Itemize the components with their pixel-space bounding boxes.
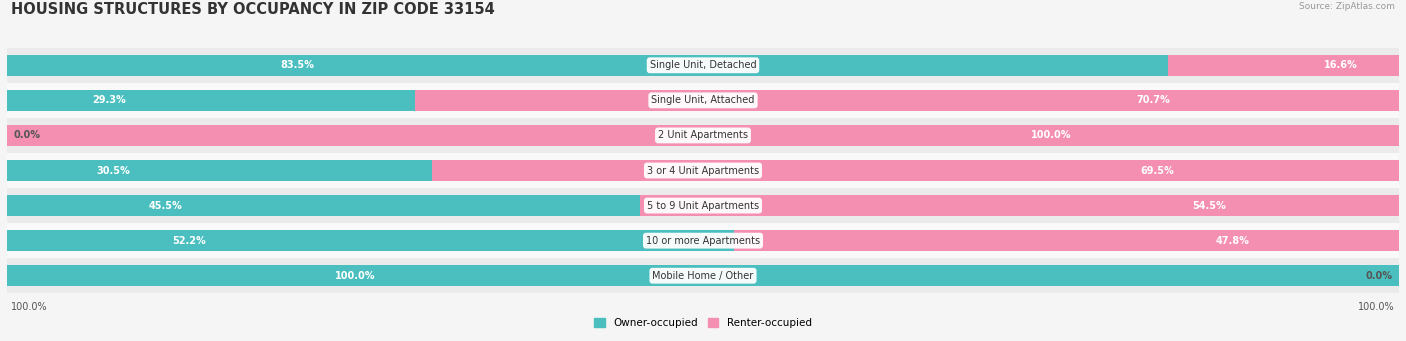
Bar <box>640 195 1399 216</box>
Bar <box>7 125 1399 146</box>
Text: 52.2%: 52.2% <box>172 236 205 246</box>
Bar <box>7 90 415 111</box>
Bar <box>7 265 1399 286</box>
Bar <box>7 55 1170 76</box>
Bar <box>7 223 1399 258</box>
Text: 3 or 4 Unit Apartments: 3 or 4 Unit Apartments <box>647 165 759 176</box>
Bar <box>7 83 1399 118</box>
Text: 0.0%: 0.0% <box>1365 271 1392 281</box>
Text: 0.0%: 0.0% <box>14 130 41 140</box>
Text: 29.3%: 29.3% <box>93 95 127 105</box>
Bar <box>7 258 1399 293</box>
Text: 16.6%: 16.6% <box>1324 60 1358 70</box>
Text: Source: ZipAtlas.com: Source: ZipAtlas.com <box>1299 2 1395 11</box>
Text: 30.5%: 30.5% <box>96 165 129 176</box>
Bar <box>7 48 1399 83</box>
Bar <box>734 230 1399 251</box>
Text: 54.5%: 54.5% <box>1192 201 1226 211</box>
Text: 10 or more Apartments: 10 or more Apartments <box>645 236 761 246</box>
Text: 70.7%: 70.7% <box>1136 95 1170 105</box>
Text: 100.0%: 100.0% <box>335 271 375 281</box>
Text: 45.5%: 45.5% <box>149 201 183 211</box>
Legend: Owner-occupied, Renter-occupied: Owner-occupied, Renter-occupied <box>591 314 815 332</box>
Bar <box>7 118 1399 153</box>
Text: HOUSING STRUCTURES BY OCCUPANCY IN ZIP CODE 33154: HOUSING STRUCTURES BY OCCUPANCY IN ZIP C… <box>11 2 495 17</box>
Text: Single Unit, Attached: Single Unit, Attached <box>651 95 755 105</box>
Bar <box>1168 55 1399 76</box>
Bar <box>7 195 640 216</box>
Bar <box>7 160 432 181</box>
Text: 47.8%: 47.8% <box>1216 236 1250 246</box>
Text: 5 to 9 Unit Apartments: 5 to 9 Unit Apartments <box>647 201 759 211</box>
Bar <box>7 230 734 251</box>
Text: Mobile Home / Other: Mobile Home / Other <box>652 271 754 281</box>
Bar <box>7 153 1399 188</box>
Text: 83.5%: 83.5% <box>281 60 315 70</box>
Text: 2 Unit Apartments: 2 Unit Apartments <box>658 130 748 140</box>
Bar <box>7 188 1399 223</box>
Text: Single Unit, Detached: Single Unit, Detached <box>650 60 756 70</box>
Bar <box>432 160 1399 181</box>
Text: 100.0%: 100.0% <box>1358 302 1395 312</box>
Text: 100.0%: 100.0% <box>11 302 48 312</box>
Text: 69.5%: 69.5% <box>1140 165 1174 176</box>
Text: 100.0%: 100.0% <box>1031 130 1071 140</box>
Bar <box>415 90 1399 111</box>
